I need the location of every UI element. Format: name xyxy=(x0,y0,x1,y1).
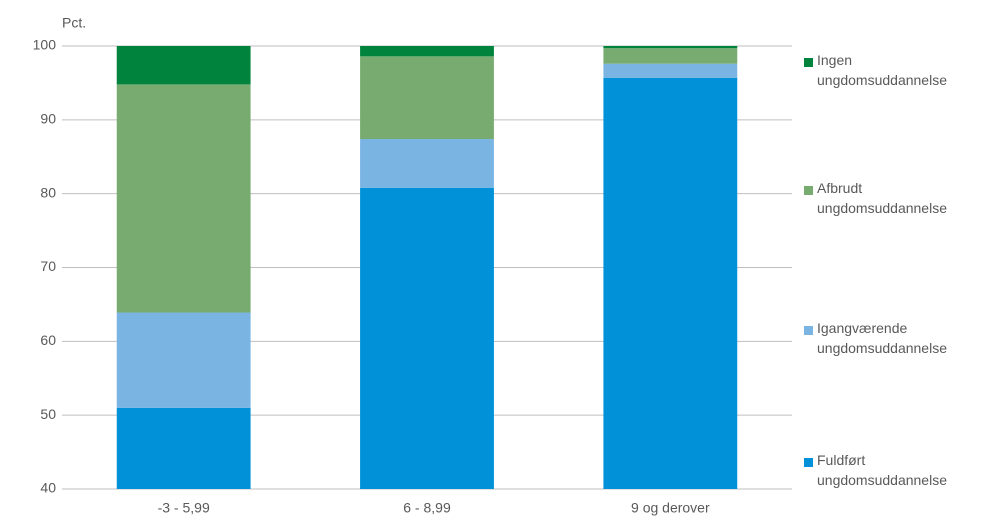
legend-entry: Afbrudt ungdomsuddannelse xyxy=(804,180,984,216)
bar-segment xyxy=(603,46,738,49)
y-tick-label: 60 xyxy=(40,332,56,348)
legend-label: Igangværende ungdomsuddannelse xyxy=(817,320,947,356)
bar-segment xyxy=(360,187,494,489)
y-axis-label: Pct. xyxy=(62,15,86,31)
bar-segment xyxy=(116,46,251,85)
bar-segment xyxy=(603,77,738,489)
legend-entry: Fuldført ungdomsuddannelse xyxy=(804,452,984,488)
legend-swatch xyxy=(804,458,813,467)
bar-segment xyxy=(360,56,494,140)
legend-label: Afbrudt ungdomsuddannelse xyxy=(817,180,947,216)
bar-segment xyxy=(603,63,738,78)
y-tick-label: 90 xyxy=(40,111,56,127)
x-tick-label: -3 - 5,99 xyxy=(158,500,210,516)
x-tick-label: 6 - 8,99 xyxy=(403,500,451,516)
legend-swatch xyxy=(804,58,813,67)
legend-entry: Igangværende ungdomsuddannelse xyxy=(804,320,984,356)
y-tick-label: 50 xyxy=(40,406,56,422)
bar-segment xyxy=(603,48,738,64)
y-tick-label: 70 xyxy=(40,258,56,274)
y-tick-label: 80 xyxy=(40,184,56,200)
legend-swatch xyxy=(804,326,813,335)
y-tick-label: 100 xyxy=(33,37,57,53)
bar-segment xyxy=(360,139,494,188)
bar-segment xyxy=(116,312,251,408)
legend-entry: Ingen ungdomsuddannelse xyxy=(804,52,984,88)
legend-swatch xyxy=(804,186,813,195)
y-tick-label: 40 xyxy=(40,480,56,496)
x-tick-label: 9 og derover xyxy=(631,500,710,516)
bar-segment xyxy=(360,46,494,57)
legend-label: Fuldført ungdomsuddannelse xyxy=(817,452,947,488)
bar-segment xyxy=(116,407,251,489)
legend-label: Ingen ungdomsuddannelse xyxy=(817,52,947,88)
bar-segment xyxy=(116,84,251,313)
